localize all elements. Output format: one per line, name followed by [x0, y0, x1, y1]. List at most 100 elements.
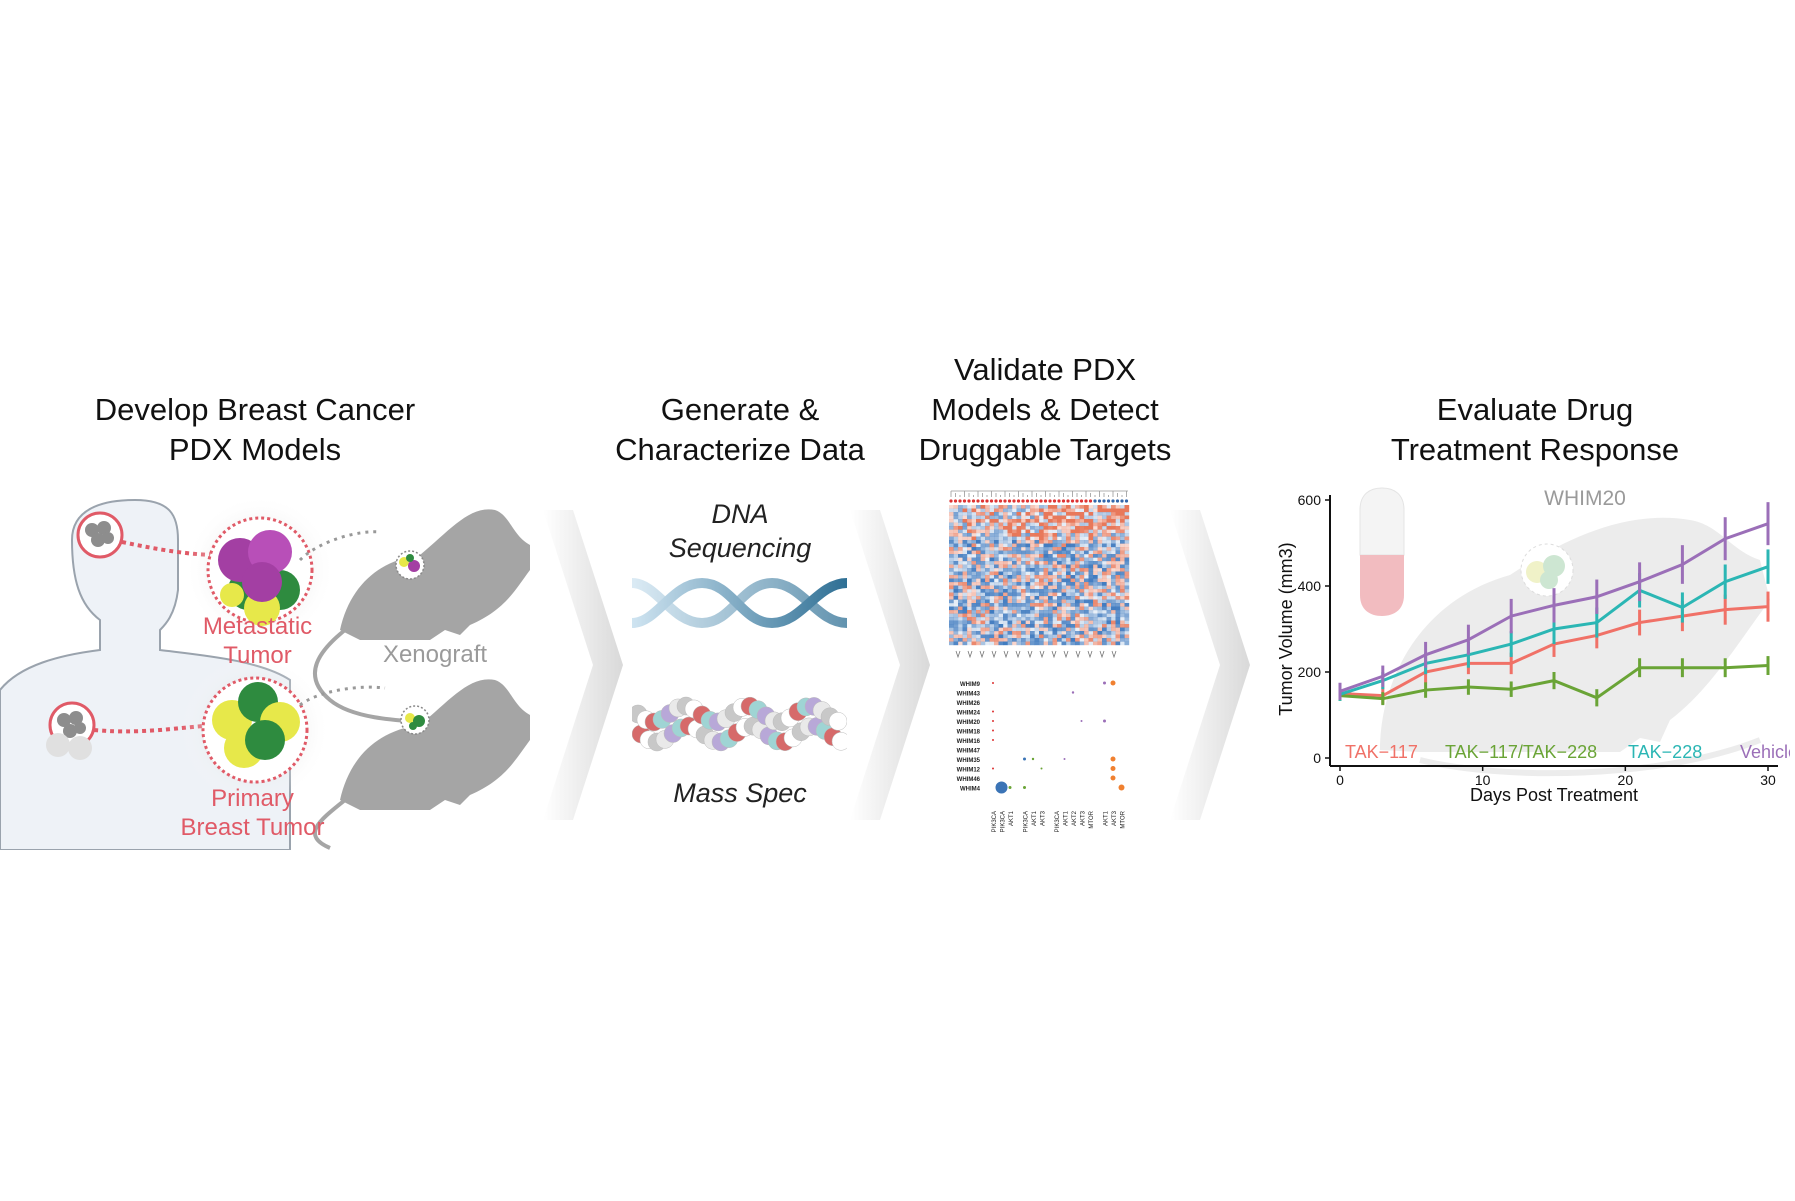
heatmap-cell: [1079, 543, 1085, 548]
heatmap-cell: [1025, 617, 1031, 621]
heatmap-cell: [1088, 620, 1094, 625]
heatmap-cell: [985, 519, 990, 523]
heatmap-cell: [1106, 550, 1112, 555]
heatmap-cell: [962, 603, 968, 607]
heatmap-cell: [1016, 568, 1022, 572]
heatmap-cell: [971, 529, 977, 534]
heatmap-cell: [1048, 575, 1053, 579]
heatmap-cell: [971, 624, 977, 628]
heatmap-cell: [949, 592, 954, 597]
heatmap-cell: [1070, 568, 1076, 572]
heatmap-cell: [1034, 505, 1040, 509]
heatmap-cell: [976, 505, 981, 509]
heatmap-cell: [1039, 585, 1044, 590]
heatmap-cell: [1115, 575, 1121, 579]
heatmap-cell: [1057, 529, 1062, 534]
heatmap-cell: [1043, 515, 1049, 520]
heatmap-cell: [971, 505, 977, 509]
heatmap-cell: [1061, 533, 1067, 537]
heatmap-cell: [1106, 526, 1112, 530]
heatmap-cell: [1115, 568, 1121, 572]
heatmap-cell: [1052, 641, 1058, 646]
heatmap-cell: [1061, 540, 1067, 544]
heatmap-cell: [1012, 571, 1017, 576]
heatmap-cell: [1043, 557, 1049, 562]
heatmap-cell: [971, 522, 977, 527]
heatmap-cell: [953, 603, 959, 607]
heatmap-cell: [1025, 536, 1031, 541]
heatmap-cell: [1057, 585, 1062, 590]
heatmap-cell: [1075, 582, 1080, 586]
dotplot-col-label: AKT3: [1112, 810, 1118, 826]
heatmap-cell: [962, 519, 968, 523]
heatmap-cell: [1093, 613, 1098, 618]
heatmap-cell: [967, 554, 972, 558]
heatmap-cell: [976, 610, 981, 614]
heatmap-cell: [1003, 561, 1008, 565]
heatmap-cell: [967, 533, 972, 537]
heatmap-cell: [971, 526, 977, 530]
heatmap-cell: [1124, 547, 1130, 551]
heatmap-cell: [1030, 519, 1035, 523]
heatmap-cell: [1097, 578, 1103, 583]
heatmap-cell: [998, 603, 1004, 607]
heatmap-cell: [1102, 512, 1107, 516]
dotplot-col-label: MTOR: [1121, 810, 1127, 828]
heatmap-cell: [1048, 582, 1053, 586]
heatmap-cell: [980, 536, 986, 541]
heatmap-cell: [994, 515, 999, 520]
heatmap-cell: [1021, 627, 1026, 632]
heatmap-cell: [1057, 582, 1062, 586]
heatmap-cell: [1021, 512, 1026, 516]
heatmap-cell: [1030, 575, 1035, 579]
heatmap-cell: [976, 638, 981, 642]
heatmap-cell: [1034, 617, 1040, 621]
heatmap-cell: [953, 634, 959, 639]
heatmap-cell: [1061, 596, 1067, 600]
heatmap-cell: [949, 564, 954, 569]
heatmap-cell: [994, 606, 999, 611]
heatmap-cell: [1097, 571, 1103, 576]
heatmap-cell: [980, 589, 986, 593]
heatmap-cell: [1043, 536, 1049, 541]
heatmap-cell: [1048, 557, 1053, 562]
heatmap-cell: [1075, 610, 1080, 614]
heatmap-cell: [1057, 613, 1062, 618]
heatmap-cell: [1012, 554, 1017, 558]
primary-tumor-label: Primary Breast Tumor: [180, 785, 325, 841]
patient-illustration: [0, 495, 530, 850]
heatmap-cell: [1034, 631, 1040, 635]
heatmap-cell: [994, 578, 999, 583]
heatmap-cell: [1066, 589, 1071, 593]
heatmap-cell: [1084, 568, 1089, 572]
heatmap-cell: [1034, 610, 1040, 614]
heatmap-cell: [1021, 554, 1026, 558]
heatmap-cell: [1088, 533, 1094, 537]
heatmap-cell: [949, 568, 954, 572]
heatmap-cell: [1115, 512, 1121, 516]
heatmap-cell: [1070, 613, 1076, 618]
dotplot-col-label: AKT3: [1041, 810, 1047, 826]
heatmap-cell: [1025, 512, 1031, 516]
heatmap-cell: [1066, 578, 1071, 583]
heatmap-cell: [1066, 522, 1071, 527]
heatmap-cell: [1030, 550, 1035, 555]
heatmap-cell: [1039, 526, 1044, 530]
heatmap-cell: [1088, 515, 1094, 520]
heatmap-cell: [976, 536, 981, 541]
heatmap-cell: [971, 533, 977, 537]
heatmap-cell: [1075, 624, 1080, 628]
heatmap-cell: [1120, 624, 1125, 628]
heatmap-cell: [1021, 505, 1026, 509]
heatmap-cell: [1039, 603, 1044, 607]
heatmap-cell: [1070, 620, 1076, 625]
sample-marker: [1102, 499, 1106, 503]
heatmap-cell: [1115, 536, 1121, 541]
heatmap-cell: [1052, 550, 1058, 555]
heatmap-cell: [994, 585, 999, 590]
heatmap-cell: [985, 599, 990, 604]
heatmap-cell: [958, 536, 963, 541]
dotplot-dot: [1063, 758, 1066, 760]
heatmap-cell: [962, 578, 968, 583]
heatmap-cell: [949, 515, 954, 520]
